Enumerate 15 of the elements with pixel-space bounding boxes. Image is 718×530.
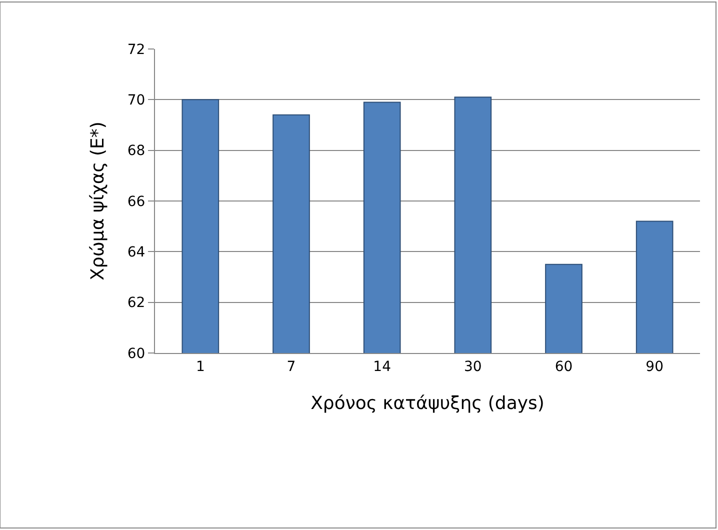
x-tick-label: 30 [464,358,482,375]
y-axis-title: Χρώμα ψίχας (E*) [88,122,109,280]
x-tick-label: 1 [196,358,205,375]
x-tick-label: 60 [554,358,573,375]
x-tick-label: 90 [646,358,664,375]
x-tick-label: 7 [286,358,296,375]
y-tick-label: 68 [127,143,146,160]
y-tick-label: 72 [127,42,146,58]
x-tick-label: 14 [373,358,392,375]
y-tick-label: 66 [127,194,146,210]
x-axis-title: Χρόνος κατάψυξης (days) [310,392,544,414]
y-tick-label: 60 [127,346,146,362]
y-tick-label: 70 [127,92,146,109]
y-tick-label: 62 [127,295,146,312]
y-tick-label: 64 [127,244,146,261]
